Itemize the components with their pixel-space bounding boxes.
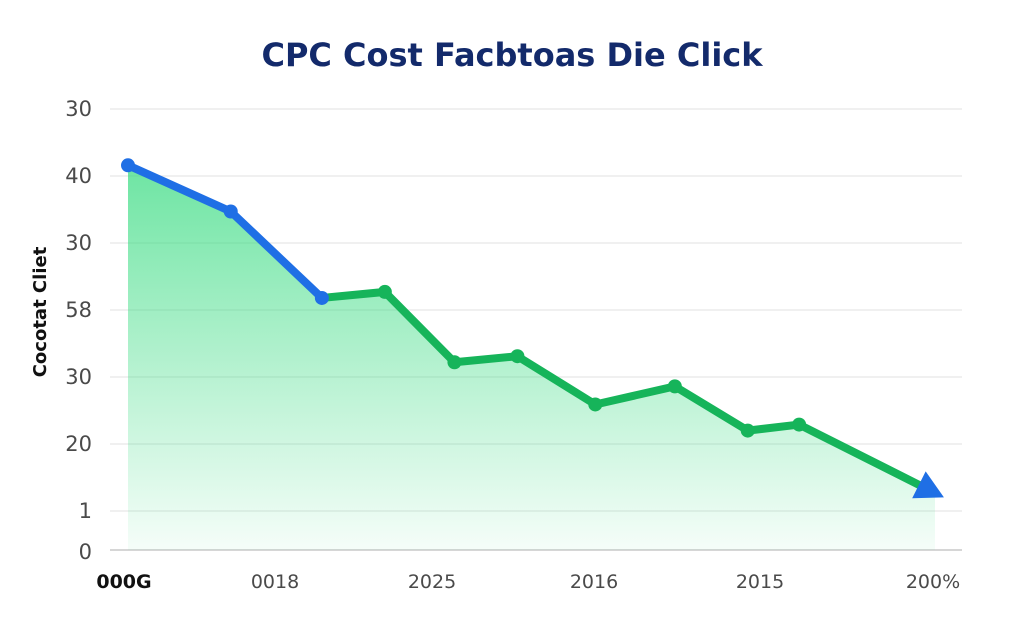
data-point xyxy=(510,349,525,364)
area-fill xyxy=(128,165,935,550)
chart-title: CPC Cost Facbtoas Die Click xyxy=(261,36,763,74)
x-tick-labels: 000G 0018 2025 2016 2015 200% xyxy=(96,571,960,593)
data-point xyxy=(667,379,682,394)
x-tick-label: 2025 xyxy=(408,571,456,593)
data-point xyxy=(740,423,755,438)
y-tick-label: 0 xyxy=(79,540,92,564)
data-point xyxy=(223,204,238,219)
x-tick-label: 0018 xyxy=(251,571,299,593)
y-tick-label: 58 xyxy=(65,298,92,322)
data-point xyxy=(314,290,329,305)
y-tick-label: 1 xyxy=(79,499,92,523)
y-tick-label: 30 xyxy=(65,97,92,121)
x-tick-label: 200% xyxy=(906,571,960,593)
x-tick-label: 2015 xyxy=(736,571,784,593)
data-point xyxy=(121,158,135,173)
data-point xyxy=(792,417,807,432)
y-tick-label: 30 xyxy=(65,231,92,255)
y-tick-label: 30 xyxy=(65,365,92,389)
arrow-head xyxy=(912,471,944,499)
y-tick-label: 20 xyxy=(65,432,92,456)
x-tick-label: 000G xyxy=(96,571,151,593)
data-points xyxy=(121,158,944,499)
data-point xyxy=(377,284,392,299)
x-tick-label: 2016 xyxy=(570,571,618,593)
data-point xyxy=(588,397,603,412)
y-tick-label: 40 xyxy=(65,164,92,188)
area-fill-path xyxy=(128,165,935,550)
data-point xyxy=(447,355,462,370)
y-axis-title: Cocotat Cliet xyxy=(30,246,51,377)
